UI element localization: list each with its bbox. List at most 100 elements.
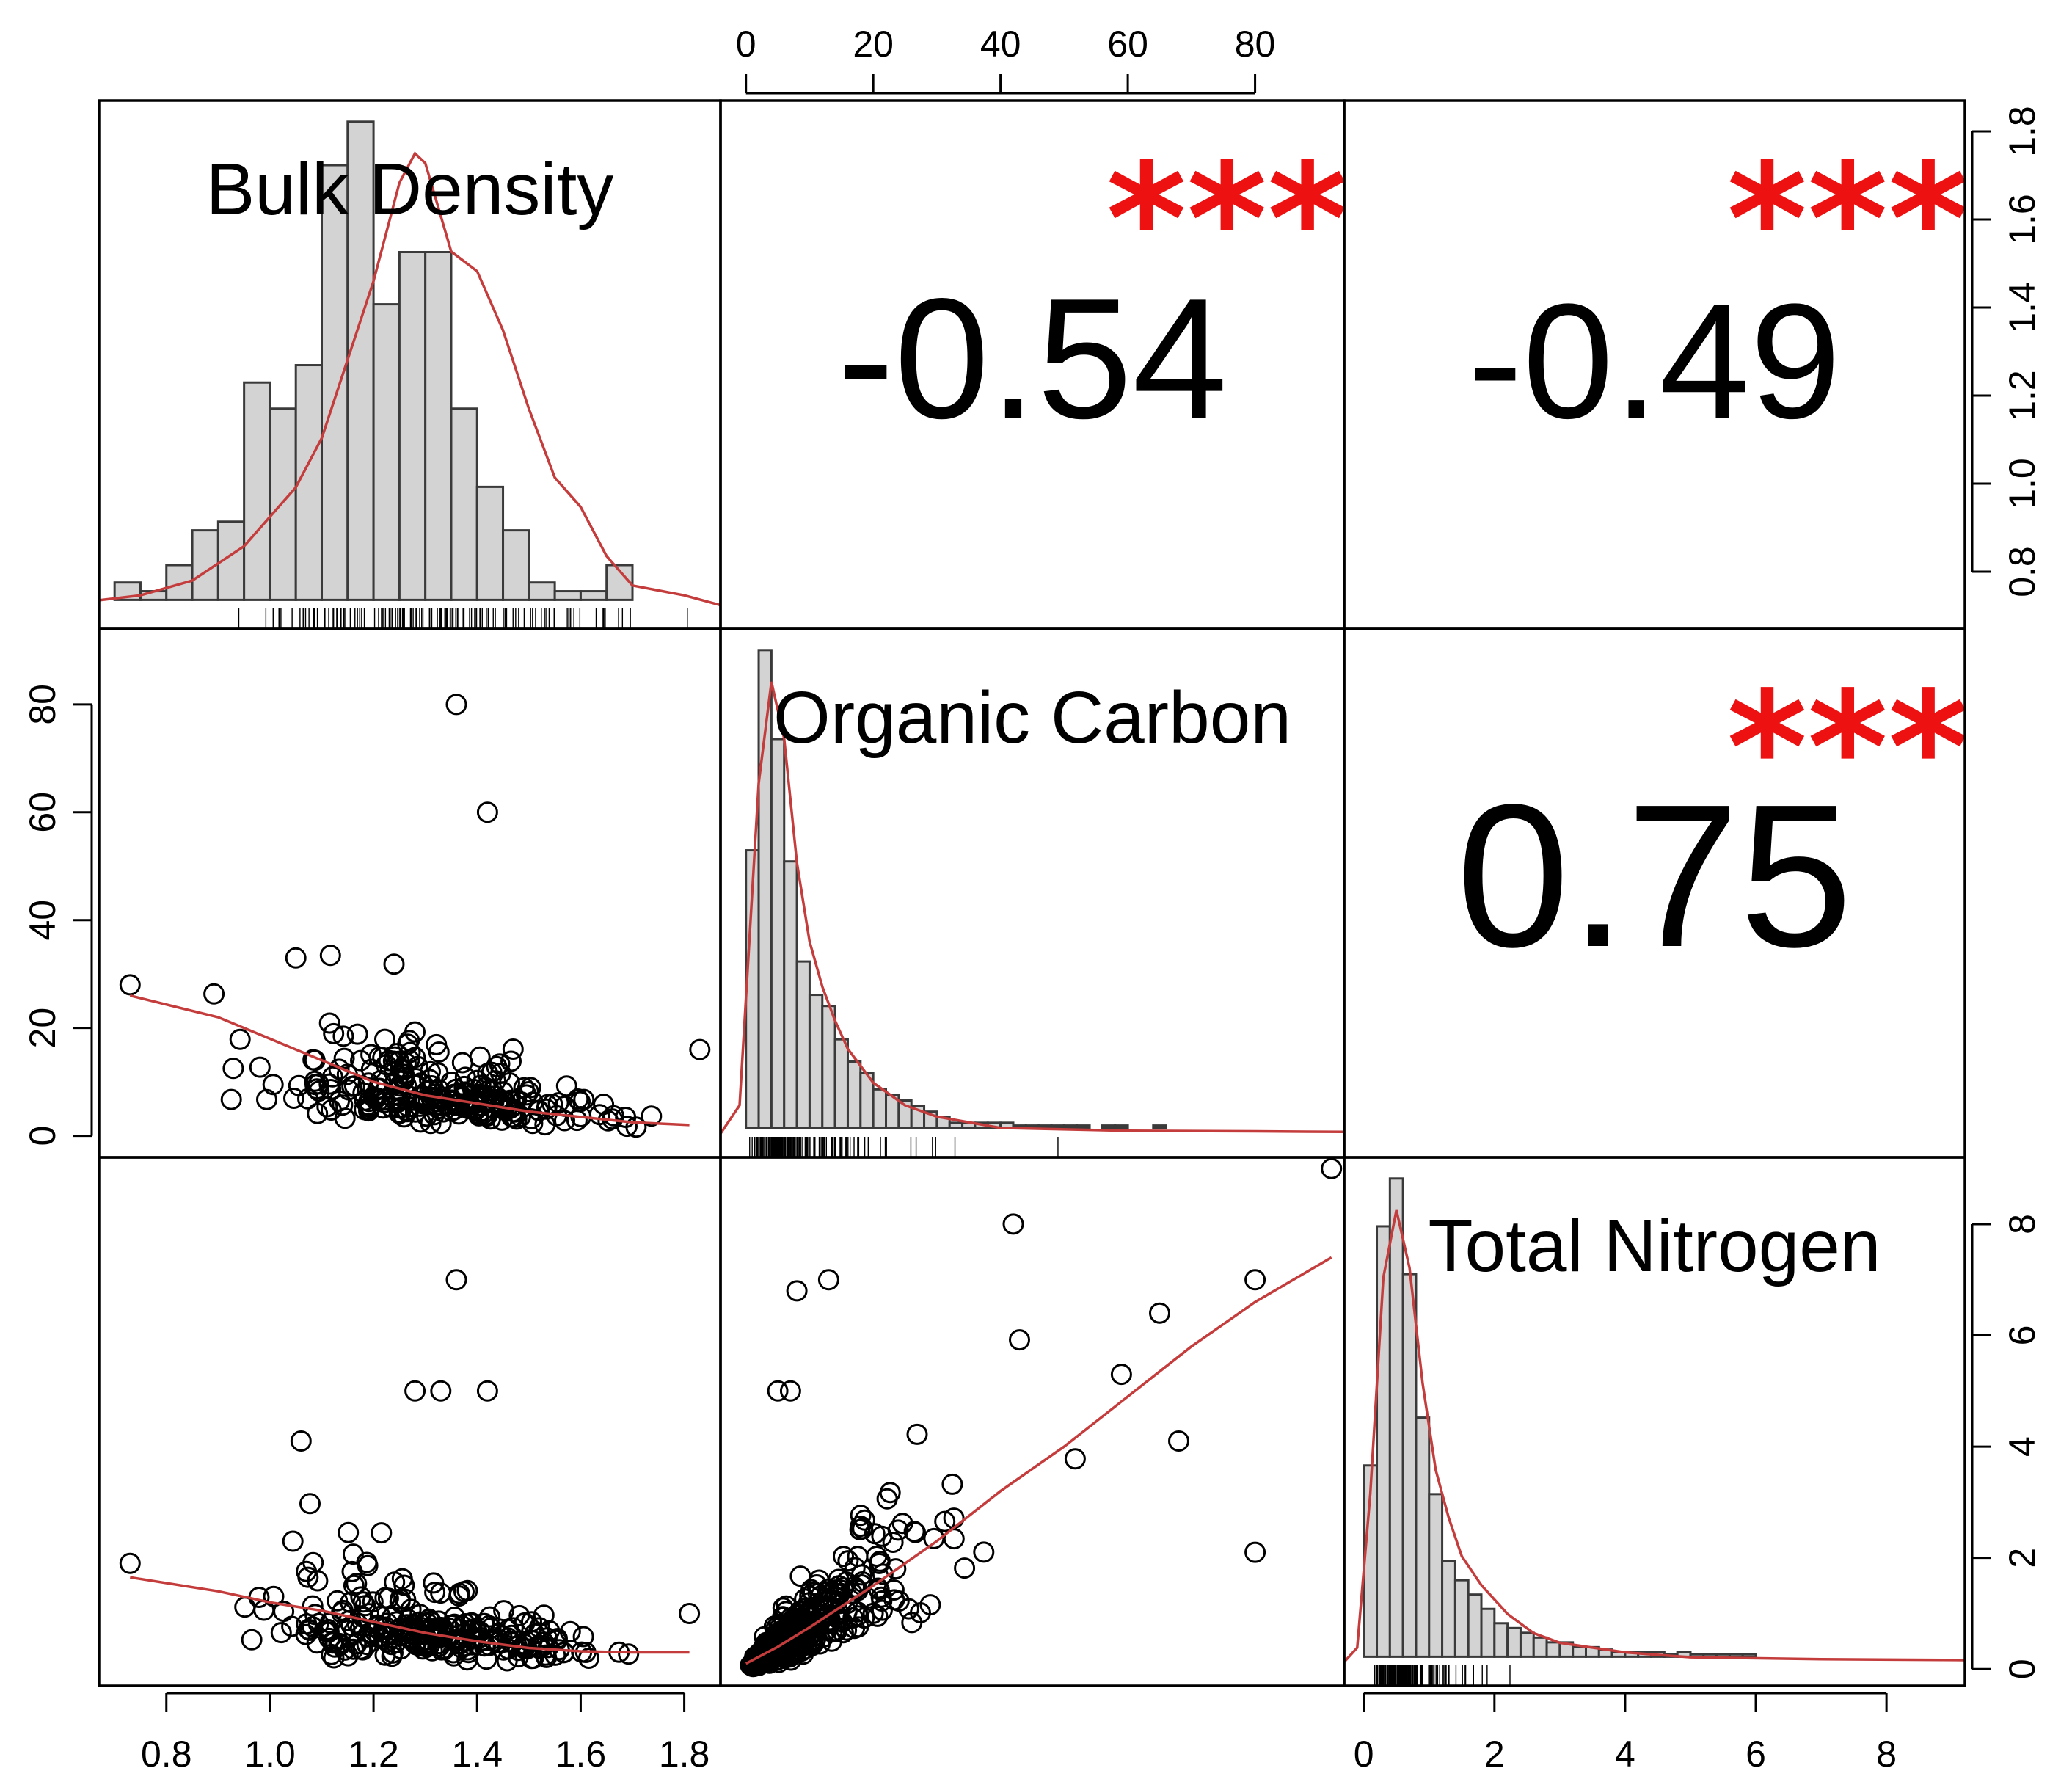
scatter-point	[323, 1647, 345, 1669]
density-curve	[98, 151, 721, 607]
scatter-point	[923, 1527, 945, 1549]
histogram-bar	[1506, 1626, 1522, 1658]
scatter-point	[850, 1516, 872, 1538]
scatter-point	[828, 1575, 850, 1597]
scatter-point	[1244, 1269, 1266, 1291]
panel-frame	[98, 1156, 722, 1687]
bottom-tick-label: 0	[1354, 1733, 1374, 1775]
scatter-point	[445, 694, 467, 716]
scatter-point	[406, 1055, 428, 1077]
scatter-point	[234, 1596, 256, 1618]
rug-marks	[238, 608, 1511, 1686]
scatter-point	[767, 1380, 789, 1402]
histogram-bar	[502, 529, 530, 601]
histogram-bar	[321, 164, 349, 601]
scatter-point	[850, 1505, 872, 1527]
scatter-point	[1168, 1430, 1189, 1452]
scatter-point	[520, 1108, 542, 1129]
scatter-point	[448, 1633, 470, 1655]
scatter-point	[566, 1110, 588, 1132]
histogram-bar	[1545, 1641, 1561, 1658]
histogram-bar	[1453, 1579, 1470, 1658]
scatter-point	[423, 1572, 445, 1594]
histogram-bars	[113, 120, 1757, 1658]
scatter-point	[882, 1532, 904, 1553]
scatter-point	[891, 1513, 913, 1535]
scatter-point	[390, 1588, 411, 1610]
scatter-point	[524, 1623, 546, 1645]
scatter-point	[1009, 1329, 1030, 1351]
scatter-point	[334, 1639, 356, 1661]
scatter-point	[474, 1612, 496, 1634]
scatter-point	[1244, 1541, 1266, 1563]
histogram-bar	[872, 1088, 888, 1129]
scatter-point	[475, 1648, 497, 1670]
scatter-point	[954, 1557, 976, 1579]
right-tick-label: 1.0	[2002, 458, 2043, 509]
scatter-point	[883, 1579, 905, 1601]
scatter-point	[827, 1600, 849, 1622]
right-tick-label: 1.6	[2002, 194, 2043, 245]
scatter-point	[817, 1269, 839, 1291]
scatter-point	[883, 1589, 905, 1611]
scatter-point	[282, 1530, 304, 1552]
bottom-tick-label: 6	[1745, 1733, 1766, 1775]
histogram-bar	[528, 581, 556, 601]
histogram-bar	[1480, 1607, 1496, 1658]
variable-label: Organic Carbon	[773, 677, 1291, 759]
left-tick-label: 0	[22, 1126, 63, 1146]
scatter-point	[256, 1088, 277, 1110]
scatter-point	[679, 1603, 701, 1624]
histogram-bar	[1388, 1177, 1404, 1658]
scatter-point	[476, 1380, 498, 1402]
histogram-bar	[553, 590, 582, 601]
scatter-point	[744, 1655, 766, 1677]
scatter-point	[869, 1550, 891, 1572]
scatter-point	[618, 1643, 640, 1665]
histogram-bar	[475, 485, 505, 601]
scatter-point	[973, 1541, 995, 1563]
panel-frame	[1343, 1156, 1966, 1687]
scatter-point	[428, 1041, 450, 1063]
bottom-tick-label: 1.8	[659, 1733, 710, 1775]
scatter-point	[262, 1074, 284, 1096]
scatter-point	[781, 1611, 803, 1633]
scatter-point	[290, 1430, 312, 1452]
scatter-point	[382, 1642, 404, 1664]
scatter-point	[475, 1090, 497, 1111]
scatter-point	[539, 1620, 561, 1642]
scatter-point	[318, 1073, 340, 1095]
right-tick-label: 0	[2002, 1659, 2043, 1679]
scatter-point	[906, 1423, 928, 1445]
scatter-point	[941, 1473, 963, 1495]
scatter-point	[866, 1546, 888, 1567]
histogram-bar	[1401, 1273, 1418, 1658]
top-tick-label: 60	[1107, 23, 1148, 65]
bottom-tick-label: 2	[1484, 1733, 1505, 1775]
scatter-point	[404, 1380, 426, 1402]
scatter-point	[307, 1102, 329, 1124]
scatter-point	[383, 953, 405, 975]
scatter-point	[1002, 1213, 1024, 1235]
left-tick-label: 60	[22, 792, 63, 833]
scatter-point	[854, 1509, 875, 1531]
scatter-point	[879, 1482, 901, 1504]
scatter-point	[283, 1088, 304, 1109]
scatter-point	[354, 1595, 376, 1617]
scatter-point	[1149, 1302, 1170, 1324]
scatter-point	[371, 1522, 393, 1544]
histogram-bar	[398, 251, 427, 601]
scatter-point	[285, 947, 307, 969]
histogram-bar	[243, 381, 271, 601]
histogram-bar	[1467, 1593, 1483, 1658]
histogram-bar	[424, 251, 453, 601]
scatter-point	[1110, 1364, 1132, 1386]
scatter-point	[222, 1058, 244, 1080]
scatter-point	[263, 1585, 285, 1607]
histogram-bar	[294, 364, 324, 601]
histogram-bar	[1572, 1645, 1587, 1658]
scatter-point	[440, 1072, 462, 1094]
scatter-point	[405, 1068, 427, 1089]
histogram-bar	[808, 994, 824, 1129]
